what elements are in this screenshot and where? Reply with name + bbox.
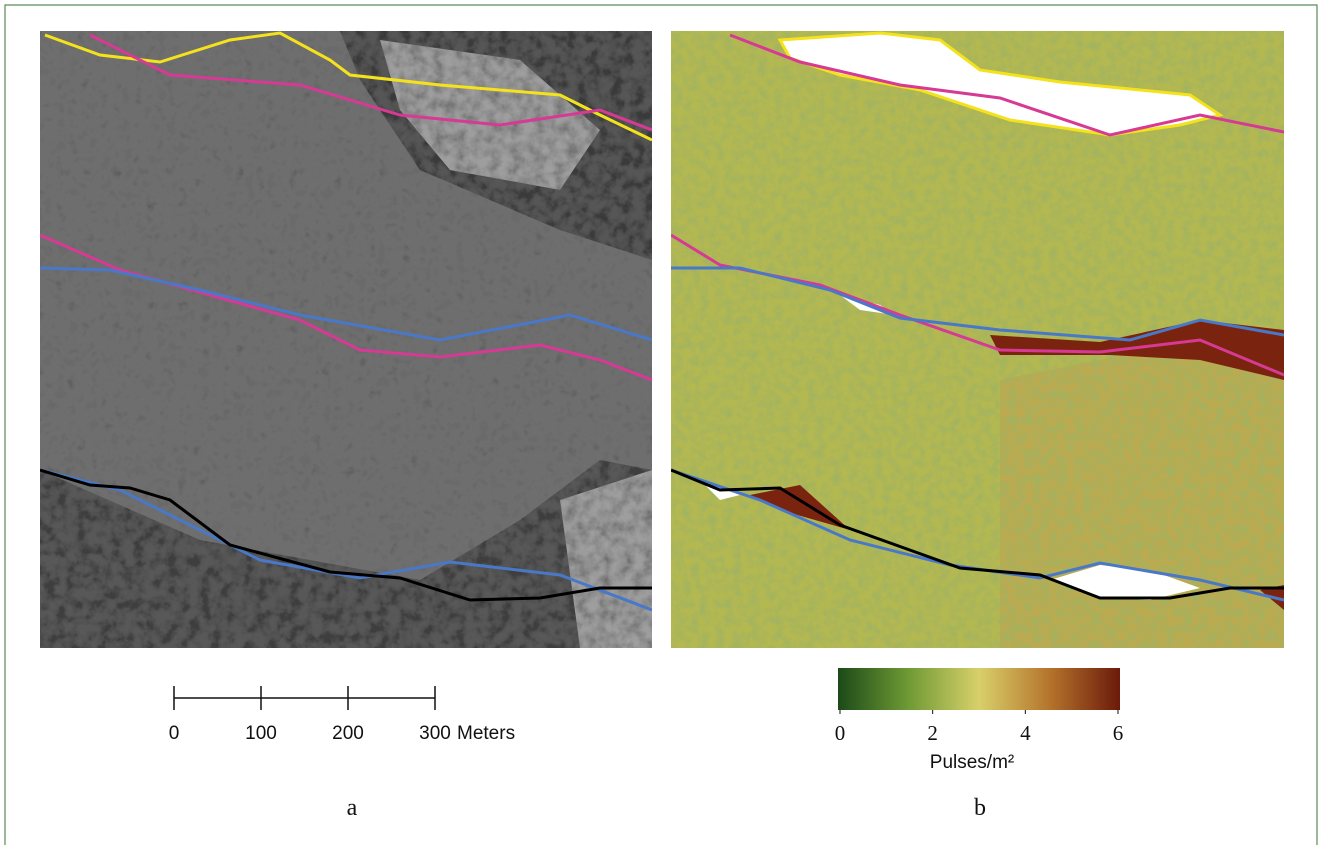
frame — [4, 4, 1318, 845]
colorbar: 0 2 4 6 Pulses/m² — [835, 668, 1124, 773]
scale-label: 0 — [169, 723, 180, 744]
panel-label: b — [974, 795, 986, 821]
panel-label: a — [347, 795, 358, 821]
colorbar-label: 6 — [1113, 721, 1124, 745]
scale-unit: Meters — [457, 723, 515, 744]
density-map — [671, 31, 1284, 648]
colorbar-label: 2 — [927, 721, 938, 745]
colorbar-label: 0 — [835, 721, 846, 745]
scale-label: 100 — [245, 723, 277, 744]
scale-label: 300 — [419, 723, 451, 744]
colorbar-title: Pulses/m² — [930, 752, 1014, 773]
aerial-image — [40, 31, 652, 648]
colorbar-ramp — [838, 668, 1120, 710]
scale-bar: 0 100 200 300 Meters — [169, 686, 515, 744]
colorbar-label: 4 — [1020, 721, 1031, 745]
scale-label: 200 — [332, 723, 364, 744]
